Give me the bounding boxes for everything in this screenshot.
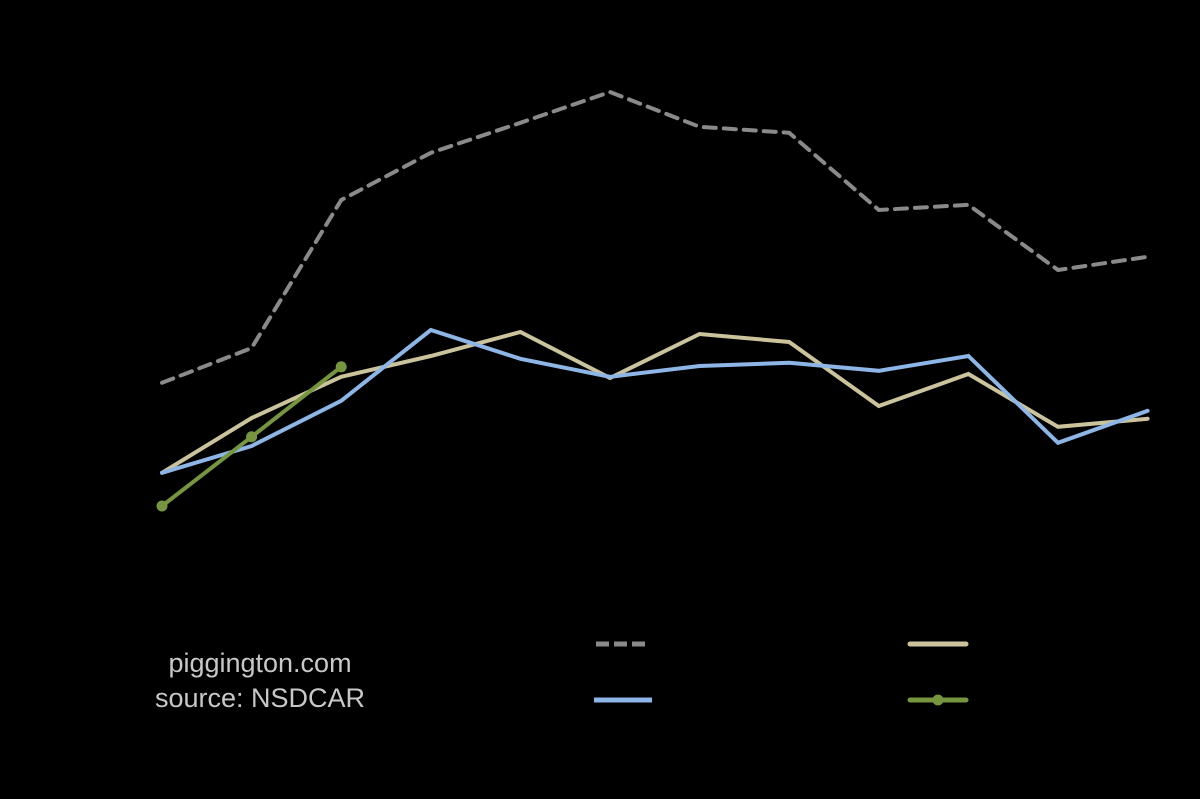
legend-item-series-3 (906, 682, 980, 718)
series-line-2 (160, 327, 1150, 475)
series-line-1 (160, 329, 1150, 475)
source-attribution: piggington.com source: NSDCAR (130, 646, 390, 716)
site-label: piggington.com (168, 648, 352, 678)
legend-item-series-1 (906, 626, 980, 662)
blue-line-swatch-icon (594, 697, 652, 703)
dashed-line-swatch-icon (596, 641, 648, 647)
data-point-marker (335, 361, 347, 373)
data-point-marker (156, 500, 168, 512)
legend-item-series-2 (590, 682, 664, 718)
legend-item-series-0 (590, 626, 664, 662)
series-line-0 (160, 89, 1150, 385)
data-point-marker (246, 431, 258, 443)
source-label: source: NSDCAR (154, 683, 366, 713)
green-marker-line-swatch-icon (907, 694, 969, 706)
beige-line-swatch-icon (907, 641, 969, 647)
chart-legend (590, 626, 1190, 726)
